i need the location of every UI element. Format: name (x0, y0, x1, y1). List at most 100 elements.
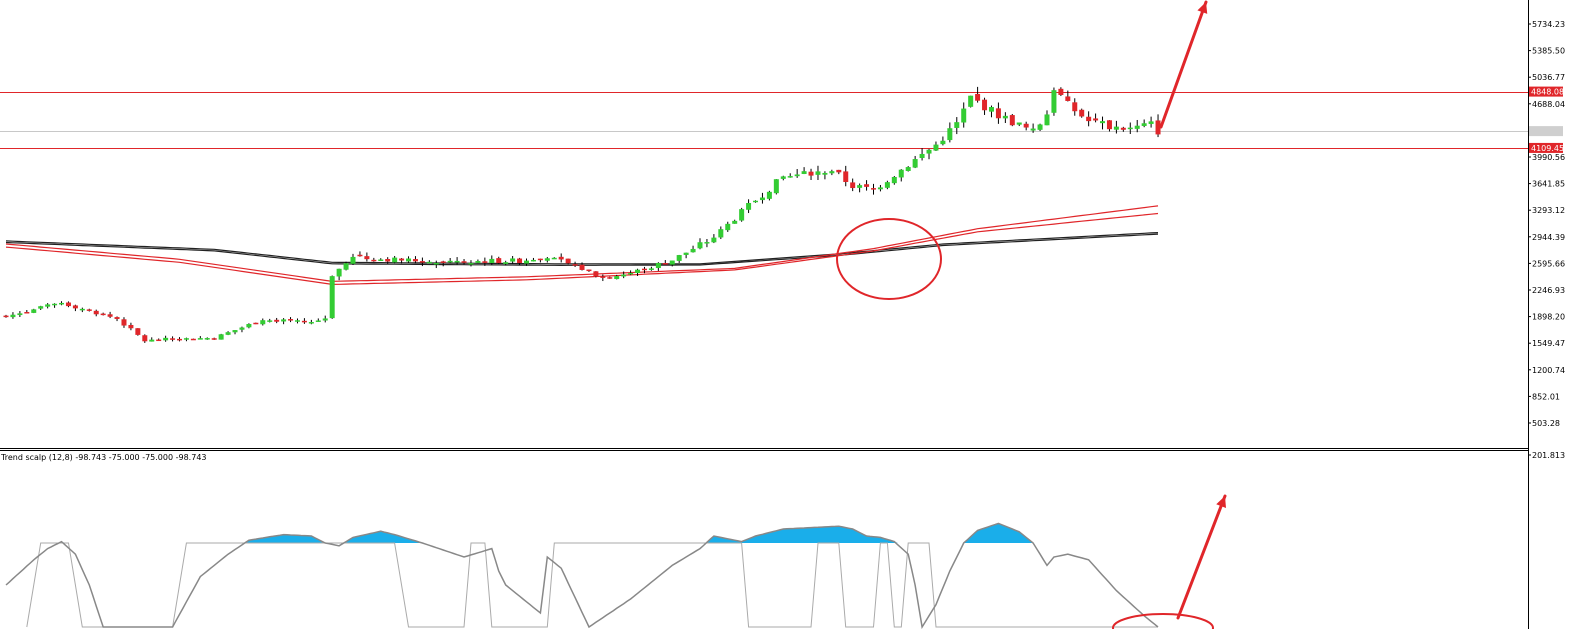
candle-bull (669, 260, 675, 265)
candle-bull (183, 338, 189, 340)
candle-bull (308, 322, 314, 324)
candle-bear (1072, 102, 1078, 112)
candle-bull (1044, 114, 1050, 126)
current-price-tag (1529, 126, 1563, 137)
candle-bull (732, 220, 738, 224)
candle-bear (871, 188, 876, 190)
candle-bear (1058, 88, 1064, 95)
candle-bull (898, 169, 904, 178)
candle-bear (537, 258, 543, 261)
candle-bear (836, 169, 842, 173)
candle-bear (399, 258, 405, 261)
candle-bull (524, 260, 529, 264)
candle-bull (621, 274, 627, 277)
candle-bull (343, 263, 349, 270)
candle-bull (59, 302, 65, 305)
candle-bear (586, 269, 592, 272)
candle-bull (392, 257, 398, 263)
candle-bull (829, 171, 835, 174)
axis-tick-label: 2944.39 (1532, 233, 1565, 242)
candle-bear (288, 319, 294, 321)
candle-bull (510, 258, 516, 262)
candle-bull (697, 242, 703, 249)
candle-bear (156, 339, 162, 342)
candle-bear (641, 268, 647, 271)
candle-bear (600, 276, 606, 278)
candle-bull (739, 209, 745, 221)
candle-bear (864, 184, 870, 187)
candle-bull (433, 262, 439, 265)
candle-bull (1051, 90, 1057, 113)
indicator-title: Trend scalp (12,8) -98.743 -75.000 -75.0… (1, 453, 207, 462)
candle-bull (759, 197, 765, 201)
indicator-fill-area (6, 523, 1158, 543)
candle-bear (100, 313, 106, 316)
candle-bull (149, 339, 155, 342)
candle-bull (31, 309, 37, 313)
candle-bear (24, 312, 30, 314)
candle-bear (558, 256, 564, 260)
candle-bull (704, 242, 710, 244)
level-price-label: 4848.08 (1531, 88, 1564, 97)
candle-bull (1100, 121, 1106, 124)
level-price-label: 4109.45 (1531, 144, 1564, 153)
candle-bear (982, 99, 988, 111)
annotation-arrow-head (1216, 496, 1226, 508)
candle-bear (177, 338, 182, 341)
candle-bull (947, 128, 953, 141)
candle-bull (919, 153, 925, 158)
candle-bull (635, 269, 641, 273)
candle-bull (676, 255, 682, 261)
candle-bull (1148, 121, 1154, 124)
candle-bull (551, 257, 557, 260)
candle-bear (482, 261, 488, 263)
candle-bull (294, 320, 300, 322)
candle-bull (475, 261, 481, 263)
candle-bull (225, 332, 231, 335)
candle-bear (72, 305, 78, 309)
axis-tick-label: 5734.23 (1532, 20, 1565, 29)
candle-bull (891, 176, 897, 184)
candle-bull (933, 144, 939, 151)
candle-bull (877, 187, 883, 190)
candle-bear (65, 302, 71, 307)
candle-bear (93, 310, 99, 315)
axis-tick-label: 3641.85 (1532, 180, 1565, 189)
candle-bull (766, 191, 772, 199)
candle-bull (267, 320, 273, 322)
candle-bear (843, 171, 849, 182)
candle-bull (454, 260, 460, 263)
candle-bear (565, 258, 571, 264)
candle-bull (260, 320, 266, 325)
candle-bull (683, 252, 689, 255)
candle-bear (995, 108, 1001, 119)
candle-bull (1113, 126, 1119, 130)
candle-bear (1120, 127, 1126, 130)
candle-bear (142, 335, 148, 342)
axis-tick-label: 2595.66 (1532, 259, 1565, 268)
axis-tick-label: 1200.74 (1532, 366, 1565, 375)
candle-bear (1023, 123, 1029, 128)
indicator-axis-label: 201.813 (1532, 451, 1565, 460)
candle-bull (204, 338, 210, 340)
candle-bull (794, 174, 800, 177)
candle-bull (1127, 127, 1133, 130)
candle-bull (329, 276, 335, 319)
indicator-line (5, 522, 1159, 629)
candle-bear (662, 263, 668, 265)
candle-bull (780, 176, 786, 179)
candle-bull (239, 327, 245, 330)
candle-bull (801, 171, 807, 174)
candle-bear (1155, 120, 1161, 135)
candle-bear (253, 322, 259, 325)
candle-bull (884, 182, 890, 188)
candle-bull (773, 179, 779, 194)
candle-bull (45, 304, 51, 307)
annotation-circle (1112, 613, 1214, 629)
candle-bull (1141, 123, 1147, 126)
candle-bull (489, 258, 495, 263)
level-price-tag (1529, 142, 1563, 153)
candle-bear (1093, 118, 1099, 121)
candle-bear (1079, 109, 1085, 117)
candle-bear (135, 328, 141, 335)
